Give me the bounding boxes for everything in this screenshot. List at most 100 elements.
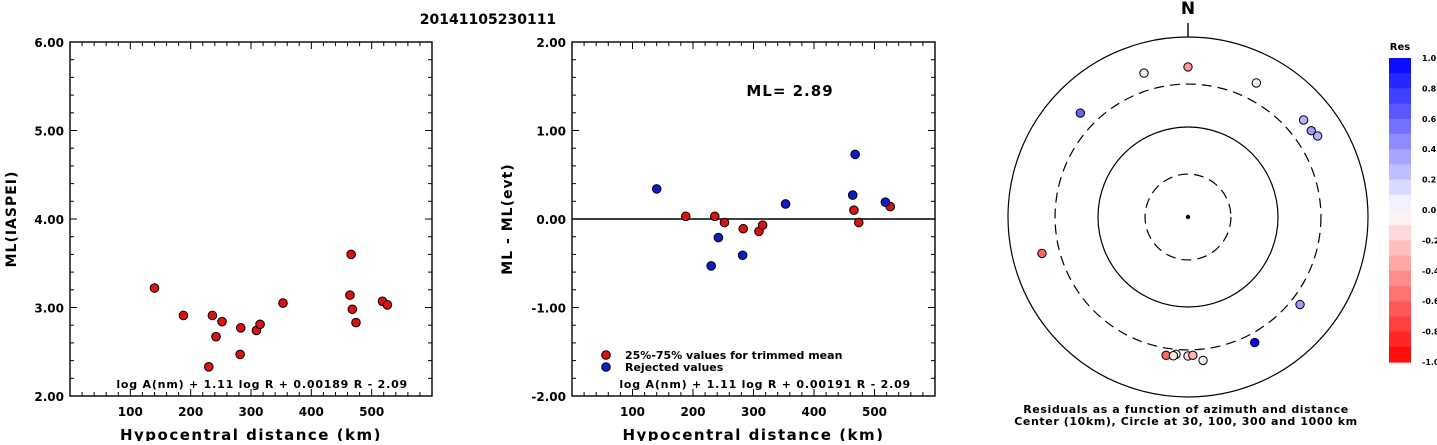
ring-300km [1054,83,1322,351]
x-tick-label: 300 [238,405,263,419]
station-marker [1168,351,1179,361]
colorbar-tick-label: 1.0 [1422,54,1437,63]
ml-annotation: ML= 2.89 [746,82,833,100]
legend-label: 25%-75% values for trimmed mean [625,349,842,362]
colorbar-tick-label: 0.4 [1422,145,1437,154]
colorbar-cell [1389,286,1411,302]
north-label: N [1181,0,1195,19]
colorbar-tick-label: 0.2 [1422,176,1436,185]
data-point-blue [651,184,662,194]
station-marker [1198,355,1208,366]
data-point-red [217,316,227,327]
y-tick-label: 6.00 [34,36,64,50]
residuals-plot: 100 200 300 400 500 -2.00 -1.00 0.00 1.00 2.00 Hyp… [500,36,936,444]
data-point-red [709,211,720,222]
data-point-red [347,304,358,315]
data-point-red [849,205,859,215]
data-point-red [178,310,189,321]
station-marker [1139,68,1149,78]
colorbar-cell [1389,73,1411,89]
data-point-blue [706,261,716,271]
colorbar-cell [1389,346,1411,363]
colorbar-cell [1389,118,1411,135]
formula-text: log A(nm) + 1.11 log R + 0.00189 R - 2.0… [116,378,408,391]
formula-text: log A(nm) + 1.11 log R + 0.00191 R - 2.0… [619,378,911,391]
data-point-red [203,361,214,372]
data-point-red [719,217,730,228]
colorbar-tick-label: -0.8 [1422,328,1437,337]
data-point-blue [737,250,748,261]
station-marker [1251,78,1262,88]
colorbar-tick-label: 0.0 [1422,206,1437,215]
colorbar-cell [1389,134,1411,150]
colorbar-cell [1389,164,1411,181]
data-point-red [235,349,245,360]
data-point-blue [713,232,724,243]
station-marker [1250,337,1260,348]
data-point-red [738,223,749,234]
colorbar-tick-label: 0.6 [1422,115,1437,124]
data-point-red [255,319,265,330]
station-marker [1037,248,1047,259]
ring-100km [1097,126,1279,308]
x-tick-label: 500 [862,405,887,419]
data-point-red [757,220,768,230]
data-point-red [235,323,246,333]
y-tick-label: 1.00 [536,125,566,139]
colorbar-tick-label: -0.4 [1422,267,1437,276]
data-point-red [680,211,691,222]
y-tick-label: 2.00 [34,390,64,404]
colorbar-cell [1389,103,1411,120]
colorbar-tick-label: 0.8 [1422,84,1437,93]
data-point-blue [780,199,791,209]
x-tick-label: 200 [680,405,705,419]
y-axis-label: ML - ML(evt) [500,163,516,274]
station-marker [1295,299,1305,310]
data-point-red [211,331,221,342]
map-caption-line1: Residuals as a function of azimuth and d… [1023,403,1349,416]
plot-frame [69,41,433,397]
legend-marker-red [601,350,611,360]
legend-marker-blue [601,362,611,372]
colorbar-cell [1389,255,1411,272]
data-point-red [346,249,356,260]
colorbar-tick-label: -1.0 [1422,358,1437,367]
station-marker [1312,131,1323,141]
x-tick-label: 400 [299,405,324,419]
colorbar-cell [1389,331,1411,348]
ring-30km [1144,173,1232,261]
data-point-red [853,217,864,228]
colorbar-cell [1389,270,1411,287]
colorbar-cell [1389,194,1411,211]
data-point-blue [847,190,858,200]
colorbar-cell [1389,316,1411,333]
colorbar-cell [1389,149,1411,165]
data-point-red [149,283,160,293]
y-axis-label: ML(IASPEI) [4,171,20,268]
colorbar-cell [1389,210,1411,226]
y-tick-label: 2.00 [536,36,566,50]
station-marker [1188,350,1198,361]
x-tick-label: 300 [741,405,766,419]
colorbar-tick-label: -0.6 [1422,297,1437,306]
colorbar-cell [1389,301,1411,317]
data-point-red [351,317,361,328]
data-point-blue [880,197,891,207]
y-tick-label: 3.00 [34,302,64,316]
x-tick-label: 100 [118,405,143,419]
y-tick-label: -1.00 [531,302,566,316]
station-marker [1298,115,1309,125]
map-caption-line2: Center (10km), Circle at 30, 100, 300 an… [1014,415,1358,428]
station-marker [1075,108,1086,118]
station-marker [1183,62,1193,72]
colorbar-cell [1389,240,1411,257]
x-axis-label: Hypocentral distance (km) [120,426,382,441]
ml-vs-distance-plot: 100 200 300 400 500 2.00 3.00 4.00 5.00 6.00 Hypoc… [4,36,433,444]
x-tick-label: 200 [178,405,203,419]
y-tick-label: 5.00 [34,125,64,139]
colorbar-cell [1389,225,1411,241]
x-tick-label: 400 [801,405,826,419]
data-point-blue [850,149,860,160]
